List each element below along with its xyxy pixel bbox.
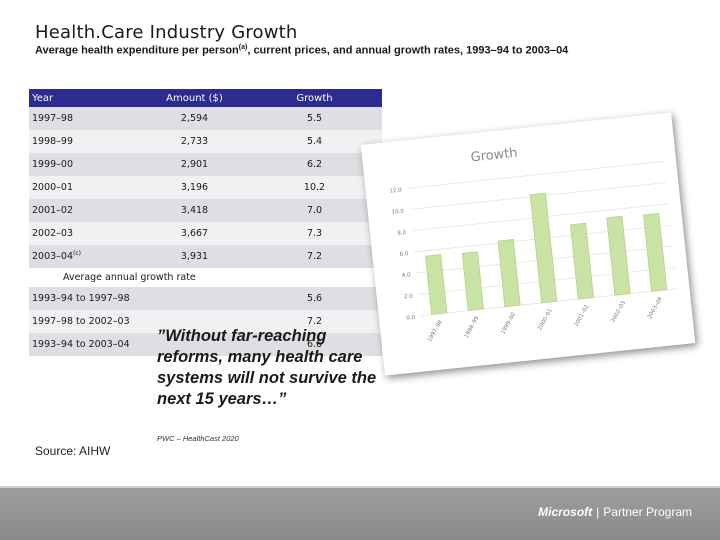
chart-bar bbox=[529, 192, 558, 304]
table-row: 1993–94 to 1997–98 5.6 bbox=[29, 287, 382, 310]
chart-xtick-label: 2002–03 bbox=[610, 300, 627, 324]
footer-bar bbox=[0, 488, 720, 540]
cell-growth: 7.3 bbox=[247, 222, 382, 245]
chart-xtick-label: 2000–01 bbox=[537, 308, 554, 332]
cell-period: 1993–94 to 1997–98 bbox=[29, 287, 247, 310]
slide-title: Health.Care Industry Growth bbox=[35, 22, 298, 43]
table-row: 2003–04(c) 3,931 7.2 bbox=[29, 245, 382, 268]
quote-text: ”Without far-reaching reforms, many heal… bbox=[157, 327, 377, 408]
chart-ytick-label: 2.0 bbox=[404, 293, 414, 300]
cell-growth: 7.0 bbox=[247, 199, 382, 222]
chart-bar bbox=[461, 251, 484, 311]
subtitle-main: Average health expenditure per person bbox=[35, 44, 239, 57]
cell-growth: 5.5 bbox=[247, 107, 382, 130]
table-row: 2002–03 3,667 7.3 bbox=[29, 222, 382, 245]
chart-xtick-label: 1997–98 bbox=[427, 319, 444, 343]
chart-bar bbox=[606, 215, 631, 296]
table-row: 1999–00 2,901 6.2 bbox=[29, 153, 382, 176]
cell-year-footnote-mark: (c) bbox=[73, 250, 81, 258]
table-row: 1993–94 to 2003–04 6.6 bbox=[29, 333, 382, 356]
cell-growth: 5.6 bbox=[247, 287, 382, 310]
chart-xtick-label: 1998–99 bbox=[464, 315, 481, 339]
cell-amount: 2,733 bbox=[142, 130, 247, 153]
cell-growth: 10.2 bbox=[247, 176, 382, 199]
cell-growth: 6.2 bbox=[247, 153, 382, 176]
cell-year: 1998–99 bbox=[29, 130, 142, 153]
cell-year: 1999–00 bbox=[29, 153, 142, 176]
subtitle-rest: , current prices, and annual growth rate… bbox=[247, 44, 569, 57]
cell-amount: 3,931 bbox=[142, 245, 247, 268]
section-label: Average annual growth rate bbox=[29, 268, 382, 287]
header-year: Year bbox=[29, 89, 142, 107]
partner-program-logo: Microsoft | Partner Program bbox=[538, 505, 692, 519]
growth-chart-photo: Growth 0.0 2.0 4.0 6.0 8.0 10.0 12.0 1997–98 19… bbox=[360, 112, 696, 376]
chart-gridline bbox=[407, 160, 665, 189]
table-row: 2001–02 3,418 7.0 bbox=[29, 199, 382, 222]
chart-ytick-label: 0.0 bbox=[406, 315, 416, 322]
cell-year: 1997–98 bbox=[29, 107, 142, 130]
cell-year: 2000–01 bbox=[29, 176, 142, 199]
cell-amount: 3,196 bbox=[142, 176, 247, 199]
subtitle-footnote-mark: (a) bbox=[238, 44, 248, 51]
cell-growth: 7.2 bbox=[247, 310, 382, 333]
chart-title: Growth bbox=[470, 146, 518, 166]
table-header-row: Year Amount ($) Growth bbox=[29, 89, 382, 107]
cell-year: 2001–02 bbox=[29, 199, 142, 222]
brand-name: Microsoft bbox=[538, 505, 593, 519]
table-section-row: Average annual growth rate bbox=[29, 268, 382, 287]
source-note: Source: AIHW bbox=[35, 444, 111, 458]
cell-growth: 7.2 bbox=[247, 245, 382, 268]
table-row: 1997–98 to 2002–03 7.2 bbox=[29, 310, 382, 333]
chart-ytick-label: 12.0 bbox=[389, 187, 402, 194]
chart-ytick-label: 8.0 bbox=[397, 230, 407, 237]
chart-xtick-label: 2001–02 bbox=[574, 304, 591, 328]
cell-period: 1997–98 to 2002–03 bbox=[29, 310, 247, 333]
chart-ytick-label: 4.0 bbox=[402, 272, 412, 279]
cell-period: 1993–94 to 2003–04 bbox=[29, 333, 247, 356]
cell-year: 2002–03 bbox=[29, 222, 142, 245]
table-row: 1997–98 2,594 5.5 bbox=[29, 107, 382, 130]
cell-year: 2003–04(c) bbox=[29, 245, 142, 268]
cell-growth: 6.6 bbox=[247, 333, 382, 356]
chart-xtick-label: 1999–00 bbox=[500, 311, 517, 335]
brand-program: Partner Program bbox=[603, 505, 692, 519]
brand-separator: | bbox=[596, 505, 600, 519]
expenditure-table: Year Amount ($) Growth 1997–98 2,594 5.5… bbox=[29, 89, 382, 356]
header-growth: Growth bbox=[247, 89, 382, 107]
table-row: 2000–01 3,196 10.2 bbox=[29, 176, 382, 199]
chart-xtick-label: 2003–04 bbox=[647, 296, 664, 320]
quote-attribution: PWC – HealthCast 2020 bbox=[157, 434, 239, 443]
header-amount: Amount ($) bbox=[142, 89, 247, 107]
chart-ytick-label: 10.0 bbox=[391, 209, 404, 216]
chart-bar bbox=[497, 239, 521, 308]
growth-chart: Growth 0.0 2.0 4.0 6.0 8.0 10.0 12.0 1997–98 19… bbox=[389, 146, 678, 343]
table-row: 1998–99 2,733 5.4 bbox=[29, 130, 382, 153]
slide-subtitle: Average health expenditure per person(a)… bbox=[35, 44, 568, 57]
cell-amount: 3,667 bbox=[142, 222, 247, 245]
cell-growth: 5.4 bbox=[247, 130, 382, 153]
chart-bar bbox=[643, 213, 668, 292]
cell-amount: 2,901 bbox=[142, 153, 247, 176]
chart-bar bbox=[570, 222, 594, 300]
cell-amount: 2,594 bbox=[142, 107, 247, 130]
cell-amount: 3,418 bbox=[142, 199, 247, 222]
cell-year-text: 2003–04 bbox=[32, 251, 74, 263]
footer-divider bbox=[0, 486, 720, 488]
chart-bar bbox=[425, 254, 448, 315]
chart-ytick-label: 6.0 bbox=[399, 251, 409, 258]
